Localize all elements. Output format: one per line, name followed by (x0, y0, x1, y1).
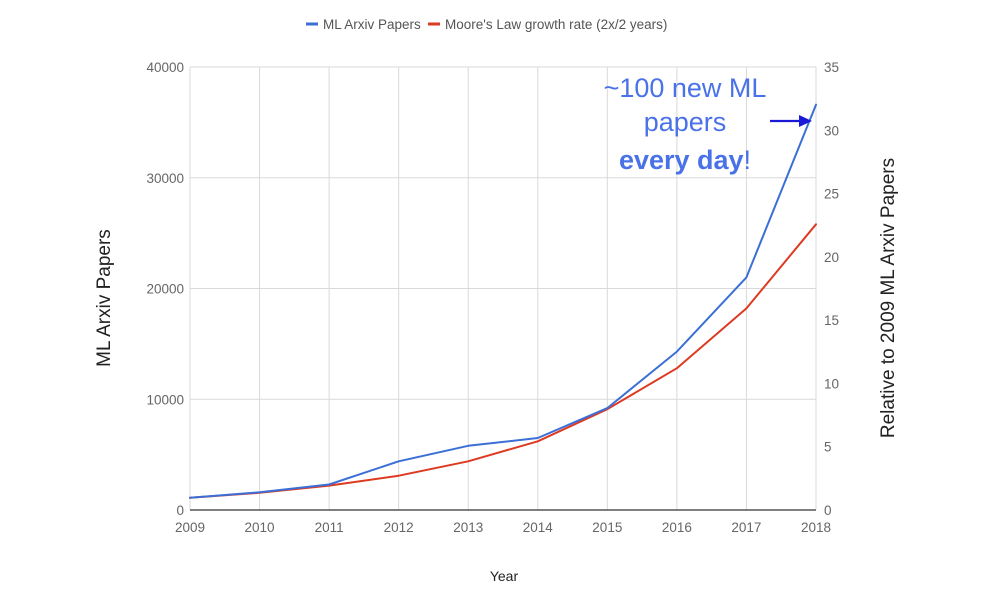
y-tick-label-right: 35 (824, 60, 839, 75)
x-tick-label: 2017 (731, 520, 761, 535)
y-tick-label-left: 20000 (146, 282, 184, 297)
series-line-ml-papers (189, 103, 817, 499)
y-tick-label-right: 10 (824, 376, 839, 391)
x-axis-title: Year (490, 568, 519, 584)
annotation-arrow-head (799, 115, 812, 127)
y-tick-label-right: 30 (824, 123, 839, 138)
y-tick-label-right: 15 (824, 313, 839, 328)
y-tick-label-left: 30000 (146, 171, 184, 186)
legend-label-ml-papers: ML Arxiv Papers (323, 17, 421, 32)
legend-label-moores-law: Moore's Law growth rate (2x/2 years) (445, 17, 667, 32)
x-tick-label: 2015 (592, 520, 622, 535)
annotation-line-2: papers (644, 107, 727, 137)
annotation: ~100 new ML papers every day! (604, 73, 812, 175)
x-tick-label: 2014 (523, 520, 554, 535)
y-axis-right-title: Relative to 2009 ML Arxiv Papers (878, 158, 899, 438)
y-tick-label-right: 20 (824, 250, 839, 265)
y-tick-label-right: 25 (824, 187, 839, 202)
y-tick-label-left: 0 (176, 503, 184, 518)
x-tick-label: 2009 (175, 520, 205, 535)
y-axis-left-title: ML Arxiv Papers (94, 229, 115, 367)
series-layer (189, 103, 817, 499)
series-line-moores-law (189, 223, 817, 499)
y-tick-label-right: 0 (824, 503, 832, 518)
x-tick-label: 2016 (662, 520, 692, 535)
legend: ML Arxiv Papers Moore's Law growth rate … (306, 17, 667, 32)
y-tick-label-left: 40000 (146, 60, 184, 75)
x-tick-label: 2013 (453, 520, 483, 535)
y-axis-left-ticks: 0 10000 20000 30000 40000 (146, 60, 184, 518)
y-tick-label-right: 5 (824, 440, 832, 455)
x-tick-label: 2010 (245, 520, 275, 535)
x-axis-ticks: 2009 2010 2011 2012 2013 2014 2015 2016 2017 2018 (175, 520, 831, 535)
x-tick-label: 2018 (801, 520, 831, 535)
grid-layer (189, 66, 817, 511)
annotation-line-3: every day! (619, 145, 751, 175)
y-tick-label-left: 10000 (146, 392, 184, 407)
x-tick-label: 2012 (384, 520, 414, 535)
annotation-line-1: ~100 new ML (604, 73, 767, 103)
y-axis-right-ticks: 0 5 10 15 20 25 30 35 (824, 60, 839, 518)
annotation-exclaim: ! (744, 145, 752, 175)
annotation-bold-text: every day (619, 145, 744, 175)
x-tick-label: 2011 (315, 520, 344, 535)
